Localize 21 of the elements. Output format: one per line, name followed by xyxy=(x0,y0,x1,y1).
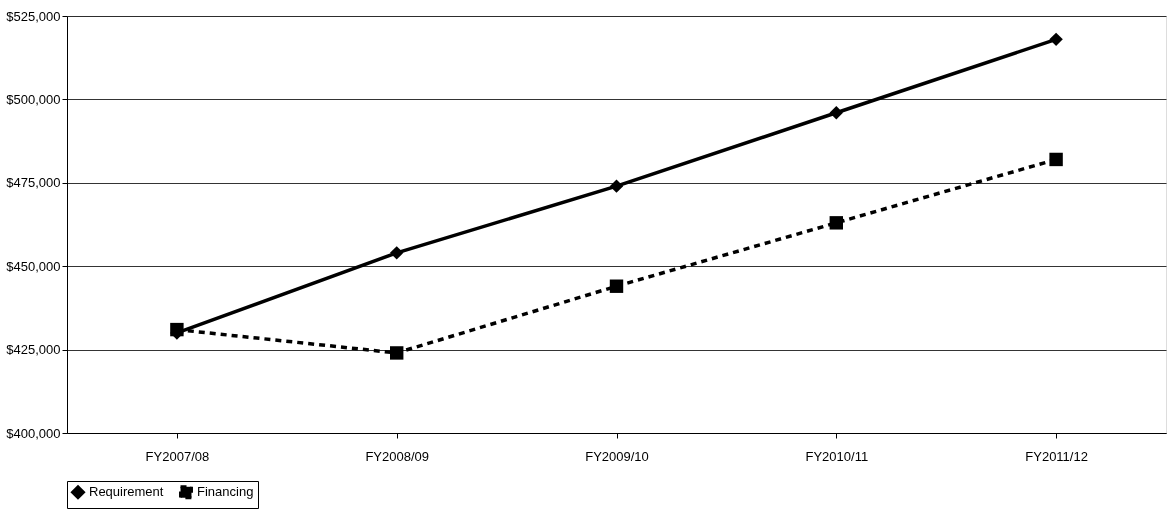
y-tick-label: $500,000 xyxy=(6,91,61,107)
point xyxy=(829,216,844,230)
point xyxy=(829,106,844,120)
point xyxy=(389,346,404,360)
y-tick-label: $475,000 xyxy=(6,175,61,191)
y-tick-label: $425,000 xyxy=(6,342,61,358)
y-tick-label: $525,000 xyxy=(6,8,61,24)
point xyxy=(1049,152,1063,167)
point xyxy=(1049,32,1063,47)
point xyxy=(609,279,624,293)
legend-label: Requirement xyxy=(89,484,164,500)
legend-label: Financing xyxy=(197,484,254,500)
x-tick-label: FY2011/12 xyxy=(1025,448,1088,464)
point xyxy=(389,246,404,260)
x-tick-label: FY2010/11 xyxy=(805,448,869,464)
x-tick-label: FY2008/09 xyxy=(365,448,429,464)
point xyxy=(609,179,624,193)
x-tick-label: FY2009/10 xyxy=(585,448,649,464)
y-tick-label: $450,000 xyxy=(6,258,61,274)
x-tick-label: FY2007/08 xyxy=(145,448,210,464)
y-tick-label: $400,000 xyxy=(6,425,61,441)
